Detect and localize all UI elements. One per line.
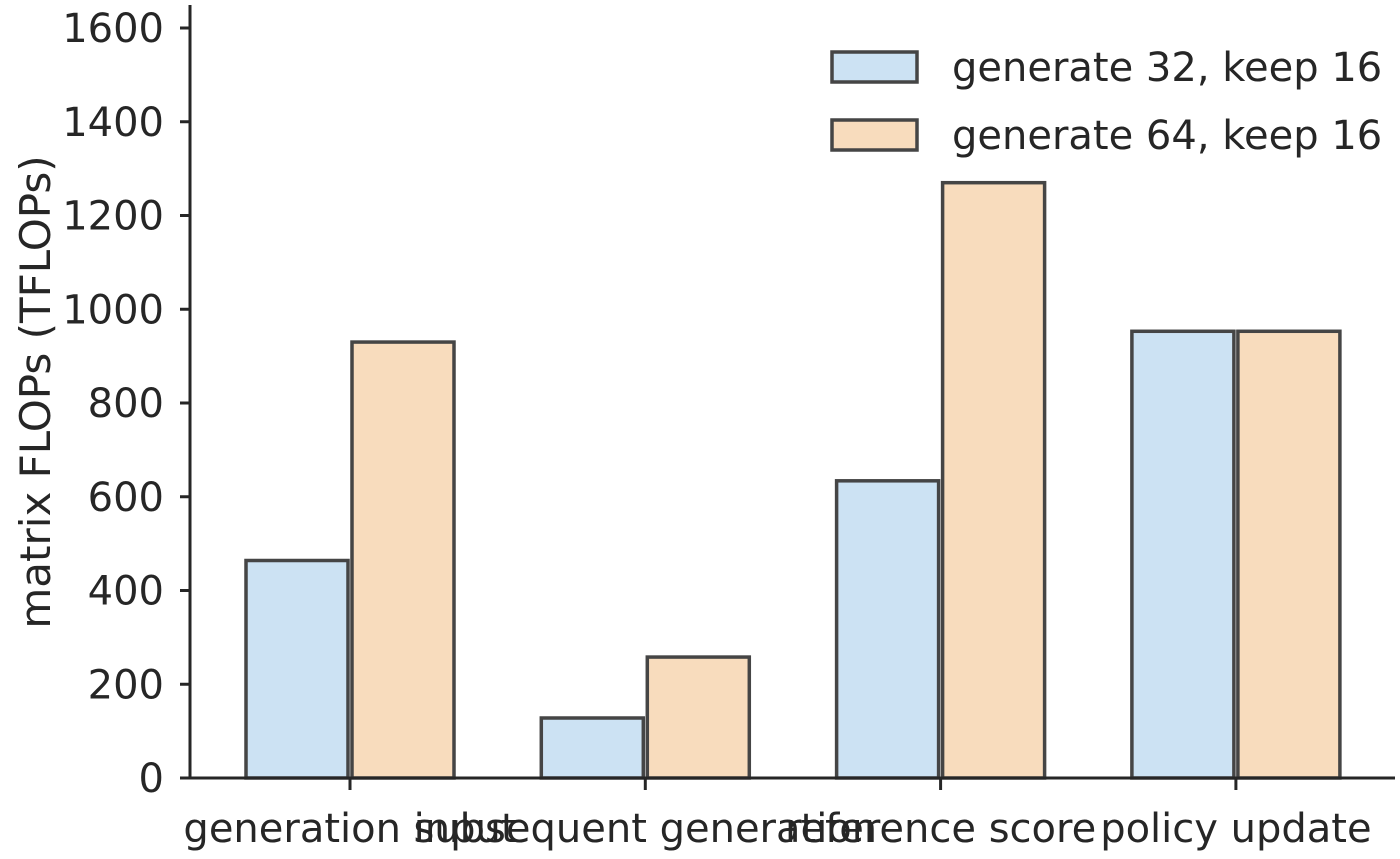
y-tick-label: 600 — [88, 475, 164, 521]
bar-series-1-2 — [539, 716, 646, 780]
y-axis-label: matrix FLOPs (TFLOPs) — [11, 155, 60, 628]
y-tick-label: 1000 — [62, 287, 164, 333]
y-tick-label: 1400 — [62, 100, 164, 146]
x-tick-label: subsequent generation — [413, 806, 877, 852]
bar-series-2-3 — [940, 180, 1047, 780]
y-tick-label: 1200 — [62, 194, 164, 240]
y-tick-label: 400 — [88, 569, 164, 615]
legend-swatch-2 — [830, 118, 919, 152]
bar-series-2-4 — [1236, 329, 1342, 780]
bar-series-2-2 — [645, 655, 752, 780]
bar-series-2-1 — [350, 340, 456, 780]
y-tick-label: 0 — [139, 756, 164, 802]
bar-series-1-3 — [834, 479, 941, 780]
y-tick-label: 200 — [88, 662, 164, 708]
y-tick-label: 800 — [88, 381, 164, 427]
legend-label-2: generate 64, keep 16 — [952, 113, 1382, 159]
bars-group — [244, 180, 1342, 780]
x-tick-label: policy update — [1100, 806, 1371, 852]
legend-swatch-1 — [830, 50, 919, 84]
bar-series-1-4 — [1130, 329, 1236, 780]
y-tick-label: 1600 — [62, 6, 164, 52]
x-tick-label: reference score — [785, 806, 1096, 852]
legend: generate 32, keep 16 generate 64, keep 16 — [830, 45, 1382, 159]
y-axis-ticks: 0 200 400 600 800 1000 1200 1400 1600 — [62, 6, 190, 802]
x-tick-label: generation input — [183, 806, 516, 852]
bar-series-1-1 — [244, 558, 350, 780]
legend-label-1: generate 32, keep 16 — [952, 45, 1382, 91]
